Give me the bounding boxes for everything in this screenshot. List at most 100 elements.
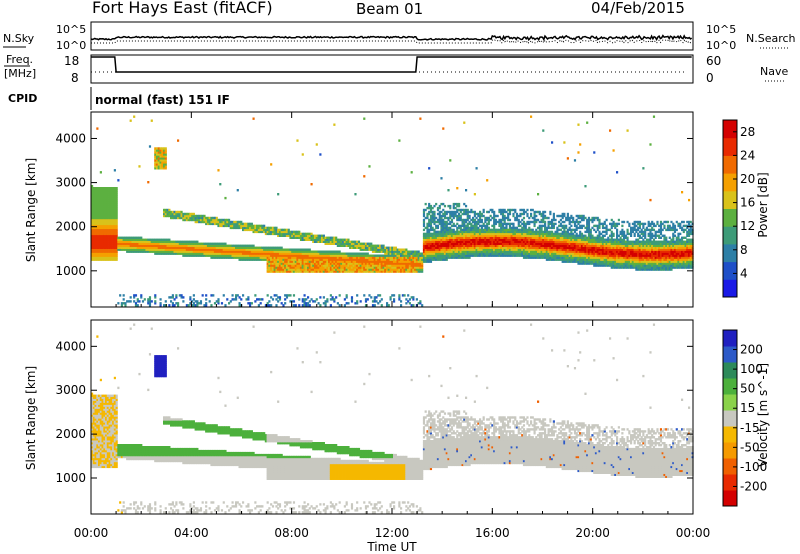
power-cell xyxy=(268,268,271,271)
power-cell xyxy=(271,252,275,255)
power-cell xyxy=(310,183,313,186)
power-cell xyxy=(289,270,292,273)
power-cell xyxy=(263,252,266,255)
power-cell xyxy=(256,252,259,255)
power-cell xyxy=(242,228,245,232)
power-cell xyxy=(189,254,192,257)
power-cell xyxy=(305,264,308,267)
power-cell xyxy=(366,244,369,247)
power-cell xyxy=(363,117,366,120)
power-cell xyxy=(379,248,382,251)
power-cell xyxy=(231,254,234,257)
power-cell xyxy=(335,264,338,267)
power-cell xyxy=(400,266,403,269)
power-cell xyxy=(354,270,357,273)
power-cell xyxy=(270,266,273,269)
power-cell xyxy=(189,246,192,249)
power-cell xyxy=(371,270,375,273)
power-cell xyxy=(408,250,411,253)
power-cell xyxy=(394,266,397,269)
power-cell xyxy=(249,228,252,232)
power-cell xyxy=(94,196,97,200)
power-cell xyxy=(120,238,123,241)
power-cell xyxy=(263,228,266,232)
power-cell xyxy=(315,298,318,301)
power-cell xyxy=(242,254,245,257)
power-cell xyxy=(235,246,238,249)
power-cell xyxy=(261,256,264,259)
power-cell xyxy=(252,248,255,251)
power-cell xyxy=(161,248,164,251)
power-cell xyxy=(94,222,97,226)
power-cell xyxy=(287,228,290,232)
power-cell xyxy=(192,244,195,247)
power-cell xyxy=(236,248,239,251)
power-cell xyxy=(113,258,116,261)
power-cell xyxy=(278,262,282,265)
power-cell xyxy=(138,250,141,253)
power-cell xyxy=(98,240,101,243)
power-cell xyxy=(191,248,194,251)
power-cell xyxy=(549,210,552,214)
power-cell xyxy=(240,256,243,259)
power-cell xyxy=(329,298,332,301)
power-cell xyxy=(236,250,239,253)
power-cell xyxy=(321,240,324,243)
power-cell xyxy=(175,294,178,297)
power-cell xyxy=(91,252,94,255)
power-cell xyxy=(178,210,181,214)
power-cell xyxy=(393,254,396,257)
power-cell xyxy=(321,234,324,237)
power-cell xyxy=(91,200,94,204)
power-cell xyxy=(415,250,418,253)
power-cell xyxy=(122,244,125,247)
power-cell xyxy=(328,262,331,265)
power-cell xyxy=(203,252,206,255)
power-cell xyxy=(324,262,327,265)
power-cell xyxy=(205,298,208,301)
power-cell xyxy=(552,212,555,216)
power-cell xyxy=(386,258,389,261)
power-cell xyxy=(417,258,420,261)
power-cell xyxy=(331,264,334,267)
power-cell xyxy=(384,256,387,259)
power-cell xyxy=(219,242,222,245)
power-cell xyxy=(156,244,159,247)
power-cell xyxy=(329,250,332,253)
power-cell xyxy=(259,228,262,232)
power-cell xyxy=(259,254,262,257)
power-cell xyxy=(408,254,411,257)
power-cell xyxy=(256,228,259,232)
power-cell xyxy=(150,250,153,253)
power-cell xyxy=(363,252,366,255)
power-cell xyxy=(94,230,97,234)
power-cell xyxy=(106,222,109,226)
power-cell xyxy=(301,260,304,263)
power-cell xyxy=(219,252,222,255)
power-cell xyxy=(250,246,253,249)
power-cell xyxy=(357,262,361,265)
power-cell xyxy=(156,151,159,154)
power-cell xyxy=(92,212,95,216)
power-cell xyxy=(106,191,109,194)
power-cell xyxy=(387,264,390,267)
power-cell xyxy=(105,222,108,226)
power-cell xyxy=(322,268,325,271)
power-cell xyxy=(278,246,282,249)
power-cell xyxy=(263,248,266,251)
power-cell xyxy=(112,220,115,224)
power-cell xyxy=(415,270,418,273)
power-cell xyxy=(387,254,390,257)
power-cell xyxy=(103,224,106,228)
power-cell xyxy=(156,161,159,164)
power-cell xyxy=(264,258,267,261)
power-cell xyxy=(215,300,218,303)
power-cell xyxy=(110,232,113,236)
power-cell xyxy=(161,155,164,158)
power-cell xyxy=(319,260,322,263)
power-cell xyxy=(166,212,169,216)
power-cell xyxy=(284,266,287,269)
power-cell xyxy=(273,268,276,271)
power-cell xyxy=(124,236,127,239)
power-cell xyxy=(349,260,352,263)
